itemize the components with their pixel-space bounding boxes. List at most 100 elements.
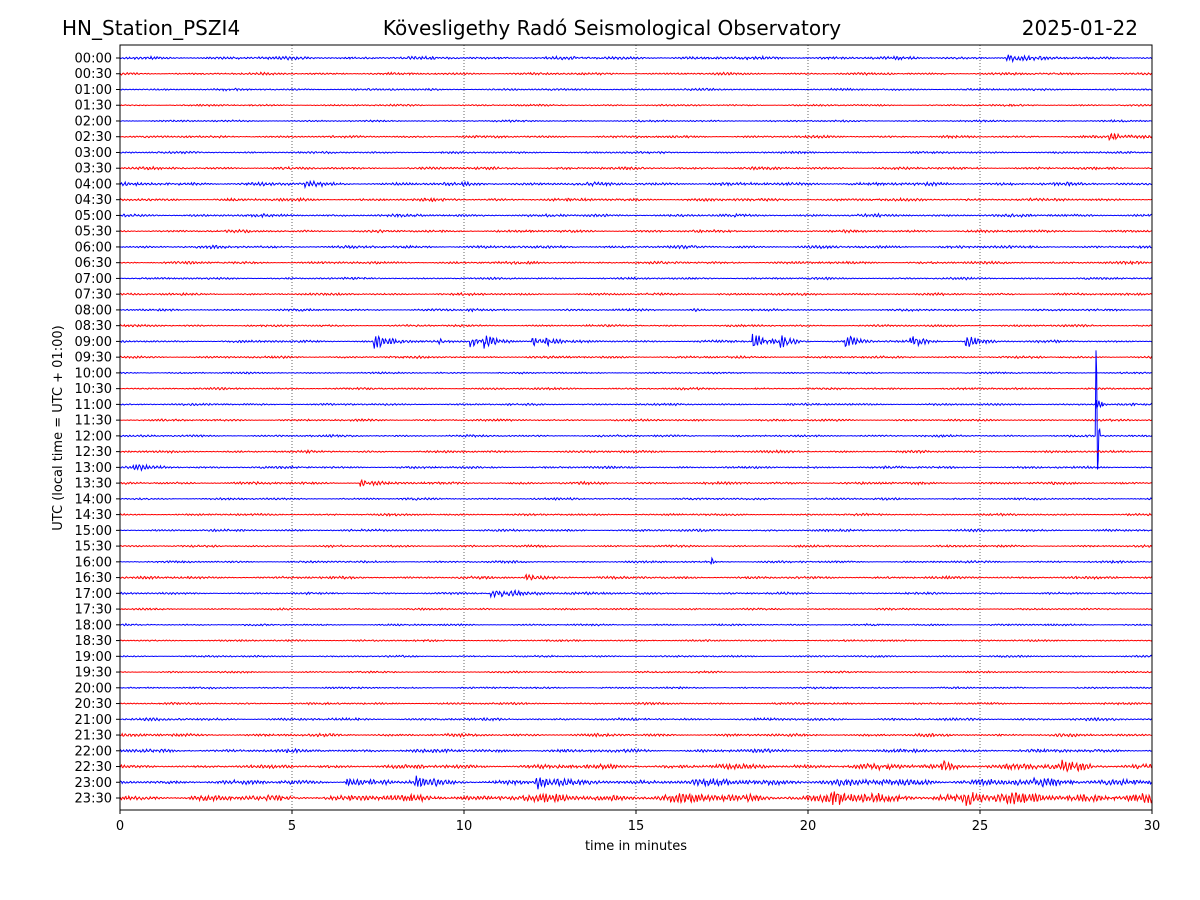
y-tick-label: 02:30 — [75, 130, 112, 145]
trace-1930 — [120, 670, 1153, 674]
x-tick-label: 10 — [456, 819, 473, 834]
trace-0300 — [119, 150, 1152, 155]
x-tick-label: 15 — [628, 819, 645, 834]
x-tick-label: 25 — [972, 819, 989, 834]
y-tick-label: 15:30 — [75, 540, 112, 555]
y-tick-label: 17:30 — [75, 603, 112, 618]
x-tick-label: 20 — [800, 819, 817, 834]
trace-2000 — [120, 685, 1153, 690]
trace-1500 — [119, 528, 1153, 533]
x-tick-label: 5 — [288, 819, 296, 834]
trace-0030 — [119, 71, 1153, 77]
trace-0200 — [119, 119, 1153, 123]
trace-0730 — [119, 291, 1153, 297]
trace-1430 — [119, 512, 1153, 517]
trace-1800 — [119, 622, 1153, 627]
trace-0600 — [119, 244, 1153, 250]
trace-0700 — [119, 276, 1153, 281]
y-tick-label: 20:30 — [75, 697, 112, 712]
trace-1100 — [119, 399, 1153, 409]
y-tick-label: 18:00 — [75, 618, 112, 633]
y-tick-label: 17:00 — [75, 587, 112, 602]
trace-1130 — [119, 418, 1153, 423]
y-tick-label: 20:00 — [75, 681, 112, 696]
y-tick-label: 09:00 — [75, 335, 112, 350]
trace-1830 — [119, 638, 1153, 643]
trace-2130 — [119, 732, 1153, 739]
y-tick-label: 05:30 — [75, 225, 112, 240]
trace-0500 — [119, 212, 1153, 219]
trace-2100 — [119, 716, 1153, 722]
trace-2030 — [119, 701, 1153, 706]
trace-1730 — [119, 607, 1153, 611]
y-tick-label: 10:30 — [75, 382, 112, 397]
x-axis: 0 5 10 15 20 25 30 — [116, 810, 1160, 834]
y-tick-label: 22:30 — [75, 760, 112, 775]
x-tick-label: 30 — [1144, 819, 1161, 834]
y-tick-label: 15:00 — [75, 524, 112, 539]
trace-1700 — [119, 589, 1153, 599]
y-tick-label: 09:30 — [75, 351, 112, 366]
y-tick-label: 00:30 — [75, 67, 112, 82]
y-tick-label: 12:00 — [75, 429, 112, 444]
trace-0930 — [119, 354, 1153, 360]
y-tick-label: 18:30 — [75, 634, 112, 649]
y-tick-label: 23:00 — [75, 776, 112, 791]
y-tick-label: 21:30 — [75, 729, 112, 744]
trace-1400 — [120, 496, 1153, 501]
y-tick-label: 19:00 — [75, 650, 112, 665]
chart-date: 2025-01-22 — [1022, 16, 1138, 40]
y-axis-label: UTC (local time = UTC + 01:00) — [51, 325, 66, 530]
trace-0430 — [119, 196, 1152, 203]
trace-0800 — [119, 307, 1153, 313]
trace-0230 — [119, 132, 1153, 142]
y-tick-label: 01:30 — [75, 99, 112, 114]
y-tick-label: 23:30 — [75, 792, 112, 807]
y-tick-label: 11:00 — [75, 398, 112, 413]
y-tick-label: 07:00 — [75, 272, 112, 287]
trace-0900 — [119, 333, 1153, 349]
trace-1330 — [119, 478, 1153, 487]
trace-1600 — [119, 556, 1153, 565]
trace-2230 — [119, 759, 1153, 773]
trace-1000 — [119, 371, 1152, 375]
trace-2200 — [119, 747, 1153, 754]
trace-0400 — [119, 179, 1153, 190]
y-tick-label: 19:30 — [75, 666, 112, 681]
y-tick-label: 07:30 — [75, 288, 112, 303]
trace-0000 — [119, 54, 1153, 64]
x-tick-label: 0 — [116, 819, 124, 834]
y-tick-label: 06:30 — [75, 256, 112, 271]
grid-lines — [291, 45, 981, 810]
y-tick-label: 11:30 — [75, 414, 112, 429]
trace-0330 — [119, 165, 1153, 171]
trace-0130 — [119, 103, 1153, 108]
trace-2330 — [119, 791, 1153, 806]
y-tick-label: 10:00 — [75, 366, 112, 381]
station-name: HN_Station_PSZI4 — [62, 16, 240, 40]
y-tick-label: 05:00 — [75, 209, 112, 224]
trace-1630 — [119, 573, 1152, 581]
trace-1230 — [119, 448, 1153, 454]
y-tick-label: 02:00 — [75, 114, 112, 129]
trace-2300 — [119, 775, 1153, 790]
trace-0100 — [119, 87, 1153, 92]
y-tick-label: 04:00 — [75, 177, 112, 192]
trace-1900 — [119, 654, 1153, 658]
trace-1300 — [119, 463, 1153, 472]
y-tick-label: 14:00 — [75, 492, 112, 507]
y-tick-label: 06:00 — [75, 240, 112, 255]
y-tick-label: 03:00 — [75, 146, 112, 161]
y-tick-label: 03:30 — [75, 162, 112, 177]
y-tick-label: 01:00 — [75, 83, 112, 98]
chart-title: Kövesligethy Radó Seismological Observat… — [383, 16, 841, 40]
trace-1200 — [119, 350, 1153, 470]
y-tick-label: 13:00 — [75, 461, 112, 476]
y-axis: 00:0000:3001:0001:3002:0002:3003:0003:30… — [75, 52, 120, 807]
y-tick-label: 13:30 — [75, 477, 112, 492]
y-tick-label: 21:00 — [75, 713, 112, 728]
traces — [119, 54, 1153, 806]
y-tick-label: 16:30 — [75, 571, 112, 586]
x-axis-label: time in minutes — [585, 839, 687, 854]
y-tick-label: 12:30 — [75, 445, 112, 460]
